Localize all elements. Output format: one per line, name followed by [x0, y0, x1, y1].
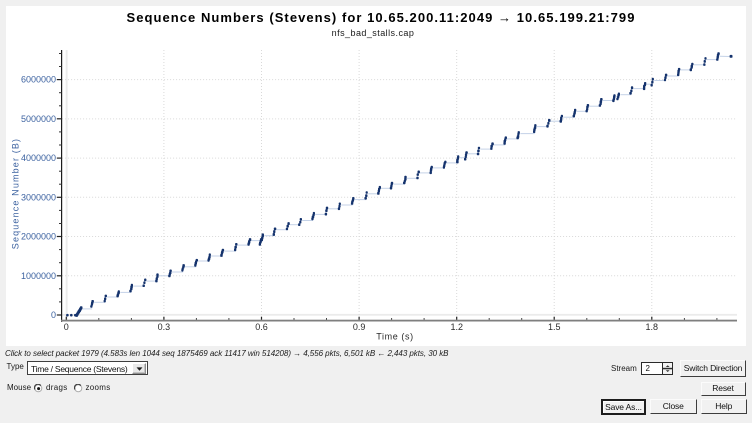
svg-text:0: 0	[64, 322, 69, 332]
svg-text:0.3: 0.3	[158, 322, 171, 332]
svg-text:0.6: 0.6	[255, 322, 268, 332]
svg-text:1.2: 1.2	[450, 322, 463, 332]
svg-text:5000000: 5000000	[21, 114, 56, 124]
svg-text:6000000: 6000000	[21, 75, 56, 85]
svg-text:0.9: 0.9	[353, 322, 366, 332]
svg-text:3000000: 3000000	[21, 192, 56, 202]
svg-text:2000000: 2000000	[21, 232, 56, 242]
svg-text:4000000: 4000000	[21, 153, 56, 163]
svg-text:1000000: 1000000	[21, 271, 56, 281]
svg-text:Time (s): Time (s)	[376, 332, 413, 342]
svg-text:Sequence Number (B): Sequence Number (B)	[11, 138, 21, 249]
svg-text:1.5: 1.5	[548, 322, 561, 332]
svg-text:1.8: 1.8	[646, 322, 659, 332]
svg-text:0: 0	[51, 310, 56, 320]
